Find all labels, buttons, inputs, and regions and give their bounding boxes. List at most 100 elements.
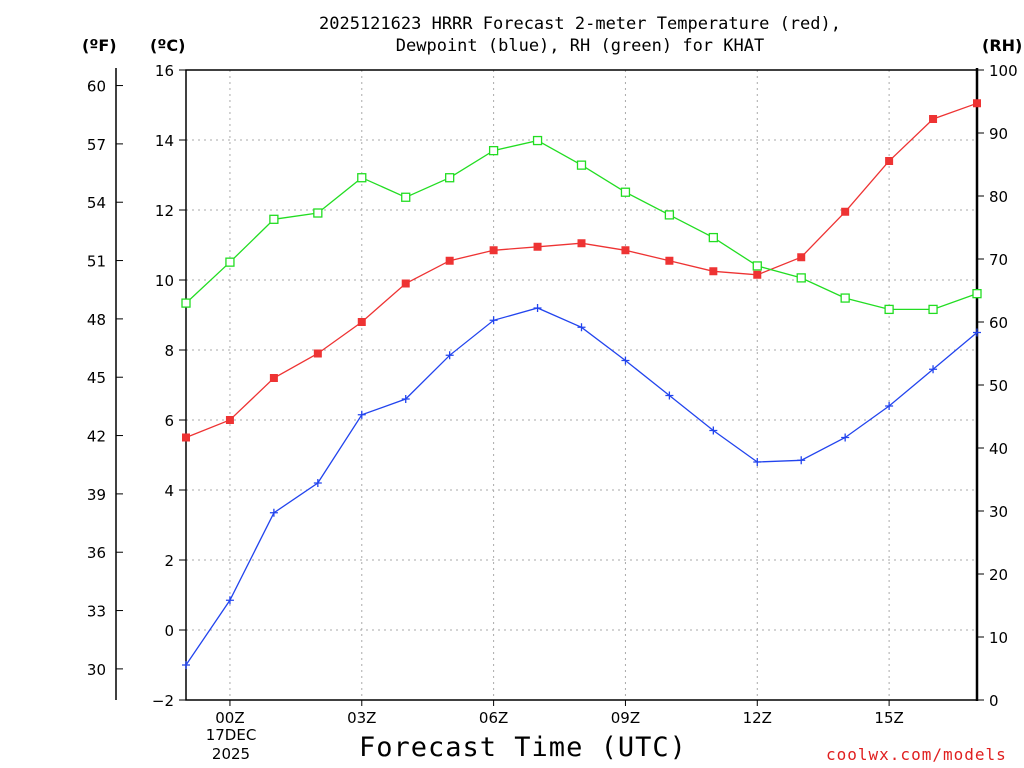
dewpoint-point: [577, 323, 586, 332]
fahrenheit-tick-label: 60: [87, 78, 106, 96]
temperature-point: [269, 374, 278, 382]
dewpoint-point: [225, 596, 234, 605]
rh-tick-label: 80: [989, 188, 1008, 206]
x-tick-label: 03Z: [347, 709, 376, 727]
fahrenheit-tick-label: 57: [87, 136, 106, 154]
fahrenheit-tick-label: 33: [87, 603, 106, 621]
rh-point: [708, 232, 718, 243]
x-tick-label: 00Z: [215, 709, 244, 727]
temperature-point: [797, 253, 806, 262]
rh-point: [928, 304, 938, 315]
rh-point: [401, 192, 411, 202]
dewpoint-point: [885, 402, 894, 410]
dewpoint-point: [665, 391, 674, 400]
chart-title-line-1: 2025121623 HRRR Forecast 2-meter Tempera…: [319, 14, 841, 34]
temperature-point: [489, 246, 498, 255]
temperature-point: [533, 242, 542, 251]
rh-tick-label: 40: [989, 440, 1008, 458]
dewpoint-point: [269, 508, 278, 517]
temperature-point: [973, 99, 981, 108]
celsius-tick-label: 2: [164, 552, 174, 570]
rh-point: [972, 288, 982, 299]
x-axis-title: Forecast Time (UTC): [359, 732, 687, 763]
dewpoint-point: [841, 433, 850, 442]
rh-point: [620, 187, 631, 197]
rh-tick-label: 30: [989, 503, 1008, 521]
rh-tick-label: 100: [989, 62, 1018, 80]
celsius-tick-label: 6: [164, 412, 174, 430]
temperature-point: [753, 270, 762, 279]
temperature-point: [665, 256, 674, 265]
celsius-tick-label: 12: [155, 202, 174, 220]
celsius-unit-label: (ºC): [150, 36, 186, 55]
dewpoint-point: [357, 410, 366, 419]
dewpoint-point: [182, 661, 190, 669]
rh-unit-label: (RH): [982, 36, 1023, 55]
rh-point: [181, 298, 191, 308]
dewpoint-point: [797, 456, 806, 465]
date-year-label: 2025: [211, 745, 251, 763]
celsius-tick-label: 4: [164, 482, 174, 500]
fahrenheit-tick-label: 36: [87, 544, 106, 562]
temperature-point: [841, 207, 850, 216]
fahrenheit-tick-label: 45: [87, 369, 106, 387]
dewpoint-point: [533, 304, 542, 312]
temperature-point: [621, 246, 630, 255]
chart-title-line-2: Dewpoint (blue), RH (green) for KHAT: [395, 36, 765, 56]
temperature-point: [929, 115, 938, 123]
temperature-point: [182, 433, 190, 442]
x-tick-label: 12Z: [743, 709, 772, 727]
temperature-point: [709, 267, 718, 276]
celsius-tick-label: 8: [164, 342, 174, 360]
celsius-tick-label: 10: [155, 272, 174, 290]
rh-point: [445, 173, 455, 183]
celsius-tick-label: −2: [152, 692, 174, 710]
x-tick-label: 15Z: [874, 709, 903, 727]
rh-point: [752, 261, 762, 271]
dewpoint-point: [621, 356, 630, 365]
date-day-label: 17DEC: [205, 726, 257, 744]
temperature-point: [313, 349, 322, 358]
fahrenheit-tick-label: 48: [87, 311, 106, 329]
rh-tick-label: 60: [989, 314, 1008, 332]
temperature-series-line: [185, 102, 978, 439]
fahrenheit-tick-label: 42: [87, 428, 106, 446]
x-tick-label: 06Z: [479, 709, 508, 727]
rh-tick-label: 0: [989, 692, 999, 710]
celsius-tick-label: 16: [155, 62, 174, 80]
rh-tick-label: 50: [989, 377, 1008, 395]
rh-point: [796, 273, 806, 283]
dewpoint-point: [401, 395, 410, 403]
rh-point: [576, 160, 587, 170]
fahrenheit-tick-label: 30: [87, 661, 106, 679]
rh-tick-label: 20: [989, 566, 1008, 584]
dewpoint-point: [753, 458, 762, 466]
celsius-tick-label: 14: [155, 132, 174, 150]
temperature-point: [885, 157, 894, 165]
fahrenheit-tick-label: 54: [87, 194, 106, 212]
temperature-point: [357, 318, 366, 326]
dewpoint-point: [709, 426, 718, 435]
rh-point: [313, 208, 323, 218]
rh-tick-label: 10: [989, 629, 1008, 647]
temperature-point: [445, 256, 454, 265]
rh-point: [884, 304, 894, 315]
dewpoint-point: [445, 351, 454, 360]
x-tick-label: 09Z: [611, 709, 640, 727]
rh-point: [225, 257, 235, 267]
source-credit[interactable]: coolwx.com/models: [826, 745, 1007, 764]
dewpoint-point: [313, 479, 322, 487]
rh-point: [840, 293, 850, 303]
fahrenheit-tick-label: 51: [87, 253, 106, 271]
fahrenheit-tick-label: 39: [87, 486, 106, 504]
temperature-point: [401, 279, 410, 288]
temperature-point: [225, 416, 234, 424]
rh-point: [269, 214, 279, 224]
rh-point: [532, 135, 543, 146]
dewpoint-point: [929, 365, 938, 374]
fahrenheit-unit-label: (ºF): [82, 36, 117, 55]
rh-point: [488, 145, 499, 156]
rh-tick-label: 90: [989, 125, 1008, 143]
rh-tick-label: 70: [989, 251, 1008, 269]
